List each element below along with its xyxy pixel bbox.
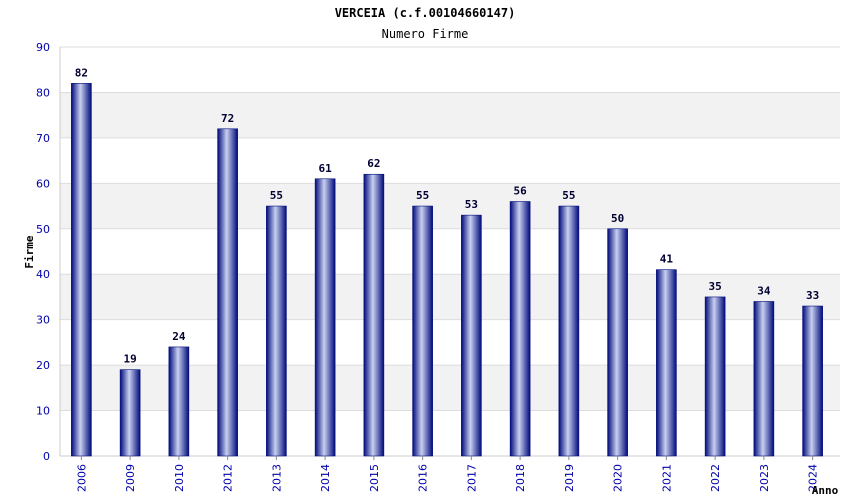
y-tick-label: 40 xyxy=(36,268,50,281)
x-tick-label: 2016 xyxy=(417,464,430,492)
x-tick-label: 2020 xyxy=(612,464,625,492)
data-label: 53 xyxy=(465,198,478,211)
x-axis-label: Anno xyxy=(812,484,839,497)
data-label: 62 xyxy=(367,157,380,170)
x-tick-label: 2015 xyxy=(368,464,381,492)
x-tick-label: 2013 xyxy=(270,464,283,492)
y-tick-label: 30 xyxy=(36,314,50,327)
data-label: 35 xyxy=(709,280,722,293)
y-axis-label: Firme xyxy=(23,235,36,268)
bar xyxy=(266,205,287,457)
x-tick-label: 2006 xyxy=(75,464,88,492)
x-tick-label: 2021 xyxy=(660,464,673,492)
grid-band xyxy=(60,92,840,138)
data-label: 72 xyxy=(221,112,234,125)
chart-subtitle: Numero Firme xyxy=(382,27,469,41)
data-label: 55 xyxy=(270,189,283,202)
grid-band xyxy=(60,183,840,229)
x-axis-ticks: 2006 2009 2010 2012 2013 2014 2015 2016 2017 2018… xyxy=(75,456,820,492)
bar xyxy=(802,305,823,457)
data-label: 56 xyxy=(514,185,528,198)
y-tick-label: 0 xyxy=(43,450,50,463)
data-label: 34 xyxy=(757,284,771,297)
y-tick-label: 80 xyxy=(36,86,50,99)
y-tick-label: 70 xyxy=(36,132,50,145)
data-label: 24 xyxy=(172,330,186,343)
data-label: 55 xyxy=(562,189,575,202)
data-label: 33 xyxy=(806,289,819,302)
data-label: 82 xyxy=(75,66,88,79)
bar xyxy=(217,128,238,457)
bar xyxy=(704,296,726,457)
bar xyxy=(558,205,580,457)
y-tick-label: 50 xyxy=(36,223,50,236)
y-tick-label: 90 xyxy=(36,41,50,54)
bar xyxy=(753,301,775,457)
y-tick-label: 10 xyxy=(36,405,50,418)
bar xyxy=(363,173,385,457)
bar xyxy=(656,269,677,457)
y-axis-ticks: 0 10 20 30 40 50 60 70 80 90 xyxy=(36,41,50,463)
x-tick-label: 2023 xyxy=(758,464,771,492)
bar xyxy=(168,346,190,457)
x-tick-label: 2012 xyxy=(222,464,235,492)
x-tick-label: 2010 xyxy=(173,464,186,492)
data-label: 41 xyxy=(660,253,674,266)
x-tick-label: 2018 xyxy=(514,464,527,492)
bar xyxy=(607,228,628,457)
x-tick-label: 2022 xyxy=(709,464,722,492)
bar xyxy=(509,201,531,457)
y-tick-label: 20 xyxy=(36,359,50,372)
bar xyxy=(119,369,141,457)
x-tick-label: 2024 xyxy=(807,464,820,492)
data-label: 55 xyxy=(416,189,429,202)
bar xyxy=(412,205,433,457)
data-label: 19 xyxy=(124,353,137,366)
bars: 82 19 24 72 55 61 62 55 53 56 55 50 41 35 34 33 xyxy=(71,66,823,457)
bar xyxy=(461,214,482,457)
data-label: 50 xyxy=(611,212,624,225)
data-label: 61 xyxy=(319,162,333,175)
x-tick-label: 2009 xyxy=(124,464,137,492)
x-tick-label: 2019 xyxy=(563,464,576,492)
x-tick-label: 2014 xyxy=(319,464,332,492)
bar xyxy=(71,83,92,457)
x-tick-label: 2017 xyxy=(465,464,478,492)
y-tick-label: 60 xyxy=(36,177,50,190)
chart-title: VERCEIA (c.f.00104660147) xyxy=(335,6,516,20)
bar xyxy=(314,178,336,457)
